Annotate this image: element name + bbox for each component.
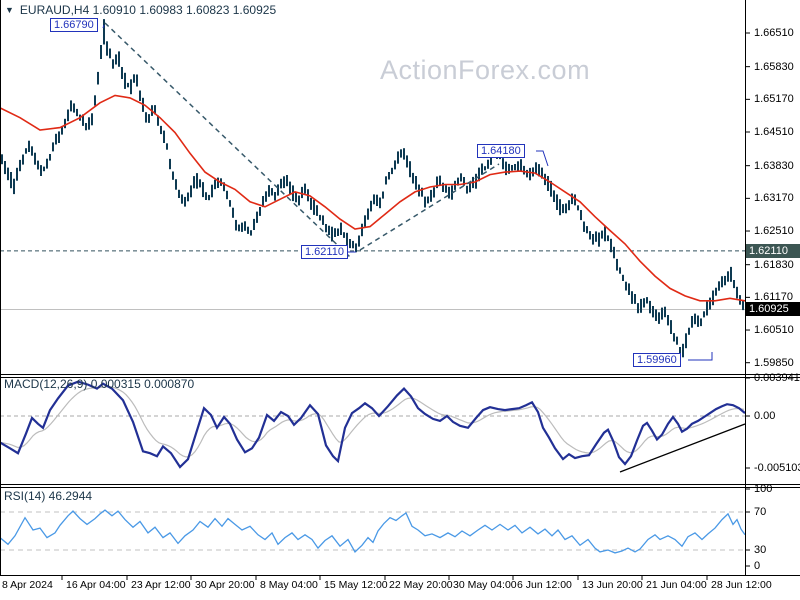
x-axis-label: 15 May 12:00 xyxy=(324,579,388,591)
price-label-resistance[interactable]: 1.62110 xyxy=(301,245,348,259)
x-axis-label: 6 Jun 12:00 xyxy=(517,579,572,591)
candlestick-series[interactable] xyxy=(1,19,744,358)
x-axis-label: 22 May 20:00 xyxy=(389,579,453,591)
price-axis-label: 1.64510 xyxy=(754,126,794,138)
moving-average-line[interactable] xyxy=(0,94,745,302)
x-axis-label: 8 May 04:00 xyxy=(260,579,318,591)
price-axis-label: 1.61170 xyxy=(754,291,793,304)
price-label-high[interactable]: 1.66790 xyxy=(50,18,98,32)
symbol-dropdown-icon[interactable]: ▼ xyxy=(5,5,14,15)
x-axis-label: 30 Apr 20:00 xyxy=(195,579,255,591)
x-axis-label: 21 Jun 04:00 xyxy=(646,579,707,591)
annotation-connector xyxy=(688,352,713,361)
annotation-connector xyxy=(536,150,549,167)
trendline-dashed-1[interactable] xyxy=(359,163,500,251)
axis-price-tag-resistance: 1.62110 xyxy=(746,244,800,258)
price-axis-label: 1.63830 xyxy=(754,159,794,172)
rsi-indicator-title: RSI(14) 46.2944 xyxy=(4,489,93,503)
x-axis-label: 30 May 04:00 xyxy=(453,579,517,591)
rsi-line[interactable] xyxy=(0,509,745,554)
symbol-ohlc-title: EURAUD,H4 1.60910 1.60983 1.60823 1.6092… xyxy=(19,3,277,17)
rsi-axis-label: 0 xyxy=(754,560,761,572)
price-axis-label: 1.63170 xyxy=(754,192,794,205)
symbol-title-row: ▼ EURAUD,H4 1.60910 1.60983 1.60823 1.609… xyxy=(5,3,276,17)
price-axis-label: 1.59850 xyxy=(754,356,794,369)
price-label-low[interactable]: 1.59960 xyxy=(633,353,681,367)
macd-axis-label: 0.00 xyxy=(754,410,776,422)
watermark: ActionForex.com xyxy=(380,55,591,85)
rsi-axis-label: 70 xyxy=(754,506,767,518)
x-axis-label: 13 Jun 20:00 xyxy=(582,579,643,591)
annotation-connector xyxy=(102,24,105,29)
x-axis-label: 23 Apr 12:00 xyxy=(131,579,191,591)
rsi-axis-label: 100 xyxy=(754,483,773,495)
macd-trendline[interactable] xyxy=(619,423,746,473)
x-axis-label: 8 Apr 2024 xyxy=(2,579,53,591)
price-axis-label: 1.65830 xyxy=(754,60,794,73)
price-axis-label: 1.60510 xyxy=(754,324,794,337)
macd-axis-label: -0.005103 xyxy=(754,462,800,474)
axis-price-tag-current: 1.60925 xyxy=(746,302,800,316)
macd-signal-line[interactable] xyxy=(0,386,745,458)
trendline-dashed-0[interactable] xyxy=(104,22,351,258)
price-label-swing-high[interactable]: 1.64180 xyxy=(477,144,525,158)
x-axis-label: 16 Apr 04:00 xyxy=(66,579,126,591)
macd-indicator-title: MACD(12,26,9) 0.000315 0.000870 xyxy=(4,377,195,391)
macd-main-line[interactable] xyxy=(0,380,745,469)
price-axis-label: 1.66510 xyxy=(754,27,794,39)
price-axis-label: 1.61830 xyxy=(754,258,794,271)
x-axis-label: 28 Jun 12:00 xyxy=(711,579,772,591)
price-axis-label: 1.65170 xyxy=(754,93,794,106)
rsi-axis-label: 30 xyxy=(754,544,767,556)
price-axis-label: 1.62510 xyxy=(754,225,794,238)
macd-axis-label: 0.003941 xyxy=(754,372,800,384)
